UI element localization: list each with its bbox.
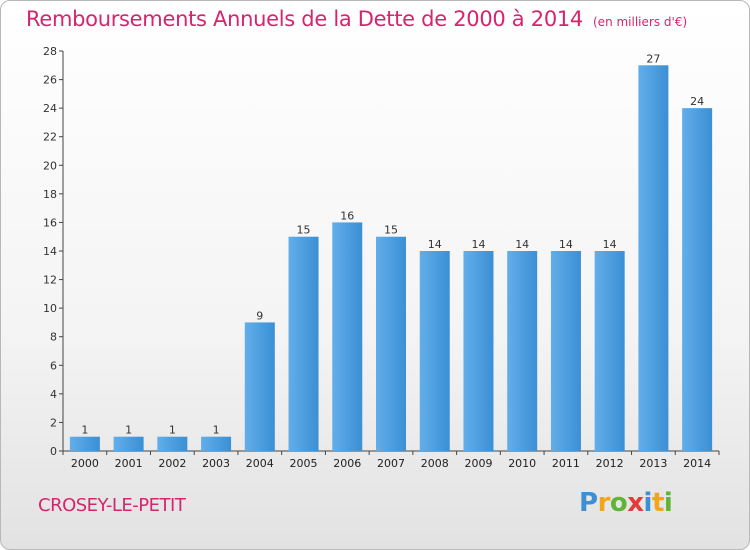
chart-unit: (en milliers d'€): [593, 15, 688, 29]
commune-name: CROSEY-LE-PETIT: [38, 495, 186, 516]
bar: [288, 236, 319, 451]
data-label: 9: [256, 309, 263, 322]
bar: [244, 322, 275, 451]
x-tick-label: 2006: [333, 457, 361, 470]
x-tick-label: 2003: [202, 457, 230, 470]
chart-title: Remboursements Annuels de la Dette de 20…: [26, 7, 583, 31]
x-tick-label: 2012: [596, 457, 624, 470]
x-tick-label: 2005: [290, 457, 318, 470]
x-tick-label: 2002: [158, 457, 186, 470]
logo-letter: i: [663, 488, 673, 518]
data-label: 15: [384, 224, 398, 237]
logo-letter: x: [627, 488, 644, 518]
y-tick-label: 0: [50, 445, 57, 458]
y-tick-label: 28: [43, 45, 57, 58]
bar: [682, 108, 713, 452]
data-label: 14: [515, 238, 529, 251]
x-tick-label: 2014: [683, 457, 711, 470]
bar: [419, 251, 450, 451]
bar: [157, 436, 188, 451]
y-tick-label: 12: [43, 274, 57, 287]
proxiti-logo: Proxiti: [579, 488, 673, 518]
data-label: 14: [428, 238, 442, 251]
y-tick-label: 14: [43, 245, 57, 258]
y-tick-label: 2: [50, 416, 57, 429]
x-tick-label: 2004: [246, 457, 274, 470]
bar: [69, 436, 100, 451]
bar: [376, 236, 406, 451]
data-label: 14: [559, 238, 573, 251]
data-label: 1: [81, 424, 88, 437]
chart-title-block: Remboursements Annuels de la Dette de 20…: [26, 7, 687, 31]
y-tick-label: 8: [50, 331, 57, 344]
data-label: 14: [471, 238, 485, 251]
data-label: 1: [213, 424, 220, 437]
logo-letter: i: [643, 488, 653, 518]
logo-letter: t: [651, 488, 664, 518]
data-label: 14: [603, 238, 617, 251]
y-tick-label: 20: [43, 159, 57, 172]
x-tick-label: 2008: [421, 457, 449, 470]
bar: [332, 222, 363, 451]
x-tick-label: 2007: [377, 457, 405, 470]
bar: [201, 436, 232, 451]
y-tick-label: 24: [43, 102, 57, 115]
logo-letter: r: [597, 488, 611, 518]
x-tick-label: 2011: [552, 457, 580, 470]
bar: [638, 65, 669, 452]
chart-data-labels: 1 1 1 1 9 15 16 15 14 14 14 14 14 27 24: [81, 52, 704, 436]
bar: [594, 251, 625, 451]
y-tick-label: 10: [43, 302, 57, 315]
x-tick-label: 2009: [464, 457, 492, 470]
data-label: 27: [646, 52, 660, 65]
y-tick-label: 18: [43, 188, 57, 201]
bar: [507, 251, 538, 451]
logo-letter: P: [579, 488, 598, 518]
data-label: 16: [340, 209, 354, 222]
data-label: 1: [169, 424, 176, 437]
x-tick-label: 2001: [115, 457, 143, 470]
data-label: 1: [125, 424, 132, 437]
data-label: 24: [690, 95, 704, 108]
chart-bars: [69, 65, 713, 452]
bar: [463, 251, 494, 451]
y-tick-label: 22: [43, 131, 57, 144]
data-label: 15: [297, 224, 311, 237]
y-tick-label: 4: [50, 388, 57, 401]
x-tick-label: 2010: [508, 457, 536, 470]
bar: [113, 436, 144, 451]
y-tick-label: 26: [43, 74, 57, 87]
y-tick-label: 6: [50, 359, 57, 372]
bar: [550, 251, 581, 451]
logo-letter: o: [609, 488, 628, 518]
x-tick-label: 2000: [71, 457, 99, 470]
y-tick-label: 16: [43, 216, 57, 229]
x-tick-label: 2013: [639, 457, 667, 470]
